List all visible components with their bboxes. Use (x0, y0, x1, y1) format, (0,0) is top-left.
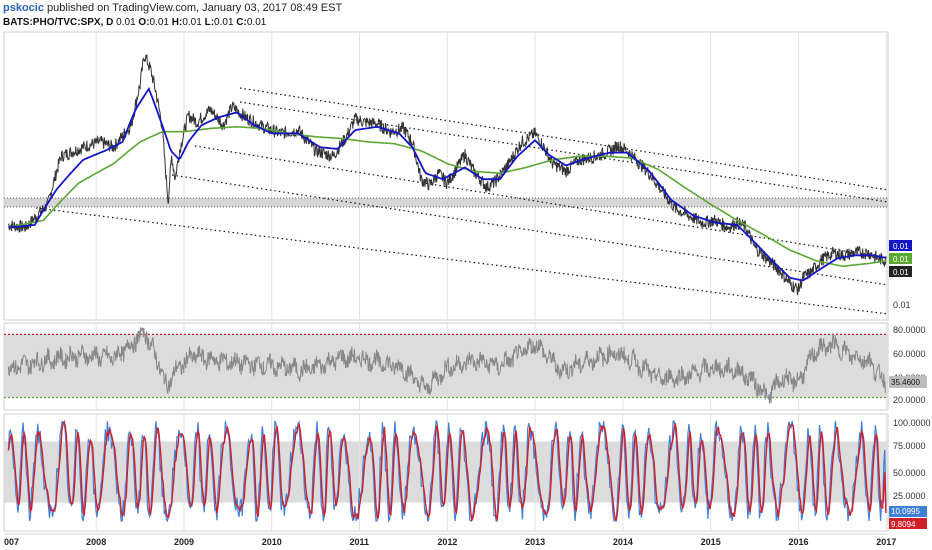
stoch-d-line (7, 419, 887, 523)
price-panel[interactable]: 0.01 0.01 0.01 0.01 (3, 31, 912, 321)
high-value: 0.01 (182, 17, 202, 28)
stoch-series-group (7, 419, 887, 524)
slow-moving-average-line (8, 125, 887, 268)
price-line (7, 54, 887, 296)
fast-moving-average-line (8, 86, 887, 282)
time-axis-label: 2013 (525, 537, 545, 547)
stoch-k-tag-text: 10.0995 (891, 507, 920, 516)
tag-price (889, 266, 912, 277)
last-value: 0.01 (116, 17, 136, 28)
price-panel-frame (3, 31, 889, 321)
channel-line-lower (171, 174, 889, 286)
time-axis-label: 2015 (701, 537, 721, 547)
tag-ma-fast-text: 0.01 (893, 242, 909, 251)
high-label: H: (171, 17, 183, 28)
rsi-panel[interactable]: 80.0000 60.0000 40.0000 20.0000 35.4600 (3, 322, 927, 411)
tag-ma-slow (889, 253, 912, 264)
low-label: L: (204, 17, 215, 28)
author-name[interactable]: pskocic (3, 2, 44, 14)
channel-line-upper-mid (239, 101, 889, 203)
tag-ma-slow-text: 0.01 (893, 255, 909, 264)
open-label: O: (138, 17, 150, 28)
stoch-d-tag-text: 9.8094 (891, 520, 916, 529)
rsi-tick-80: 80.0000 (893, 325, 926, 335)
rsi-tick-20: 20.0000 (893, 395, 926, 405)
stoch-tick-75: 75.0000 (893, 441, 926, 451)
tag-ma-fast (889, 240, 912, 251)
ohlc-line: BATS:PHO/TVC:SPX, D 0.01 O:0.01 H:0.01 L… (3, 17, 266, 28)
tag-price-text: 0.01 (893, 268, 909, 277)
channel-lines (35, 87, 889, 315)
price-tick-label: 0.01 (893, 300, 911, 310)
stoch-k-tag (889, 506, 927, 517)
time-axis-label: 2016 (788, 537, 808, 547)
channel-line-top (239, 87, 889, 191)
price-last-tags: 0.01 0.01 0.01 (889, 240, 912, 277)
rsi-last-tag-text: 35.4600 (891, 378, 920, 387)
time-axis-label: 2008 (86, 537, 106, 547)
stoch-tick-50: 50.0000 (893, 468, 926, 478)
close-label: C: (236, 17, 247, 28)
open-value: 0.01 (149, 17, 169, 28)
publish-info: published on TradingView.com, January 03… (47, 2, 343, 14)
rsi-last-tag (889, 376, 927, 388)
time-axis-label: 2010 (262, 537, 282, 547)
stoch-tick-25: 25.0000 (893, 491, 926, 501)
time-axis-label: 2012 (437, 537, 457, 547)
publish-line: pskocic published on TradingView.com, Ja… (3, 2, 342, 14)
low-value: 0.01 (214, 17, 234, 28)
close-value: 0.01 (246, 17, 267, 28)
time-axis-label: 2014 (613, 537, 633, 547)
price-series-group (7, 54, 887, 296)
time-axis[interactable]: 007 2008 2009 2010 2011 2012 2013 2014 2015 2016 2… (4, 533, 896, 547)
time-axis-label: 2017 (876, 537, 896, 547)
rsi-tick-60: 60.0000 (893, 349, 926, 359)
stoch-tick-100: 100.0000 (893, 418, 931, 428)
rsi-line (7, 326, 887, 404)
time-axis-label: 2011 (350, 537, 370, 547)
symbol-label[interactable]: BATS:PHO/TVC:SPX, D (3, 17, 114, 28)
support-band (4, 198, 888, 207)
rsi-series-group (7, 326, 887, 404)
stoch-gridlines (95, 414, 887, 531)
time-axis-label: 007 (4, 537, 19, 547)
stoch-d-tag (889, 518, 927, 529)
stoch-k-line (7, 419, 887, 524)
stochastic-panel[interactable]: 100.0000 75.0000 50.0000 25.0000 10.0995… (3, 413, 931, 532)
time-axis-label: 2009 (174, 537, 194, 547)
